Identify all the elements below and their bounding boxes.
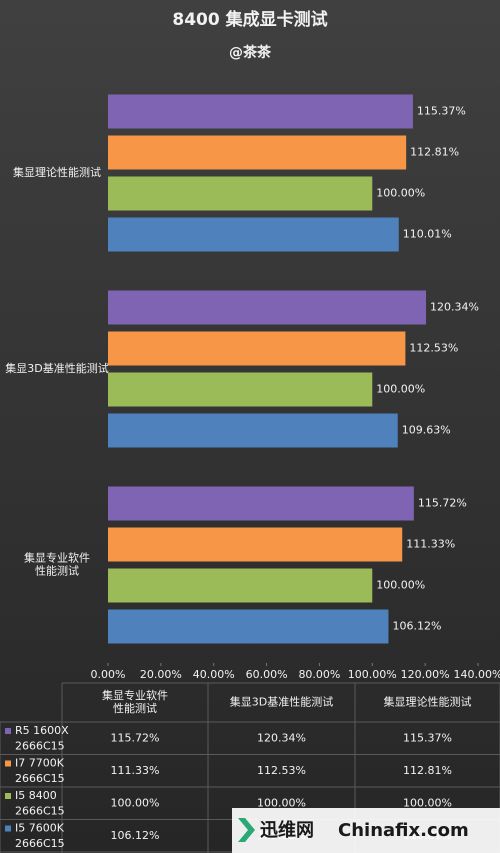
x-tick-label: 100.00% — [348, 668, 397, 681]
bar — [108, 217, 399, 252]
bar — [108, 331, 406, 366]
x-tick-label: 80.00% — [298, 668, 340, 681]
legend-swatch — [5, 793, 11, 799]
table-header: 集显理论性能测试 — [384, 695, 472, 709]
x-tick-label: 140.00% — [454, 668, 500, 681]
y-tick-label: 集显3D基准性能测试 — [5, 361, 108, 375]
legend-swatch — [5, 760, 11, 767]
data-label: 109.63% — [402, 424, 451, 437]
table-value: 120.34% — [257, 731, 306, 744]
data-label: 112.81% — [410, 146, 459, 159]
table-value: 100.00% — [257, 796, 306, 809]
table-value: 106.12% — [111, 829, 160, 842]
x-tick-label: 20.00% — [140, 668, 182, 681]
legend-label: R5 1600X 2666C15 — [15, 724, 72, 752]
data-label: 120.34% — [430, 301, 479, 314]
table-value: 100.00% — [403, 796, 452, 809]
bar — [108, 290, 427, 325]
table-value: 112.53% — [257, 764, 306, 777]
bar — [108, 486, 414, 521]
chart-subtitle: @茶茶 — [229, 44, 272, 61]
bar — [108, 568, 373, 603]
legend-swatch — [5, 728, 11, 734]
table-value: 111.33% — [111, 764, 160, 777]
watermark: 迅维网 — [260, 819, 314, 841]
bar — [108, 94, 413, 129]
table-header: 集显专业软件性能测试 — [102, 688, 168, 715]
bar — [108, 609, 389, 644]
bar — [108, 176, 373, 211]
data-label: 115.37% — [417, 105, 466, 118]
data-label: 115.72% — [418, 497, 467, 510]
bar — [108, 135, 407, 170]
y-tick-label: 集显理论性能测试 — [13, 165, 101, 179]
table-value: 115.72% — [111, 731, 160, 744]
data-label: 100.00% — [376, 187, 425, 200]
x-tick-label: 60.00% — [246, 668, 288, 681]
table-value: 100.00% — [111, 796, 160, 809]
data-label: 106.12% — [392, 620, 441, 633]
chart-title: 8400 集成显卡测试 — [172, 9, 327, 30]
data-label: 110.01% — [403, 228, 452, 241]
legend-label: I5 7600K 2666C15 — [15, 822, 67, 850]
x-tick-label: 40.00% — [193, 668, 235, 681]
data-label: 100.00% — [376, 383, 425, 396]
x-tick-label: 120.00% — [401, 668, 450, 681]
legend-label: I7 7700K 2666C15 — [15, 757, 67, 785]
table-value: 112.81% — [403, 764, 452, 777]
watermark-logo — [238, 818, 255, 842]
watermark-box — [232, 808, 500, 853]
legend-swatch — [5, 825, 11, 832]
data-label: 100.00% — [376, 579, 425, 592]
y-tick-label: 集显专业软件性能测试 — [24, 550, 90, 577]
legend-label: I5 8400 2666C15 — [15, 789, 65, 817]
x-tick-label: 0.00% — [91, 668, 126, 681]
data-label: 112.53% — [409, 342, 458, 355]
bar — [108, 372, 373, 407]
table-value: 115.37% — [403, 731, 452, 744]
bar — [108, 413, 398, 448]
bar — [108, 527, 403, 562]
table-header: 集显3D基准性能测试 — [230, 695, 333, 709]
data-label: 111.33% — [406, 538, 455, 551]
watermark: Chinafix.com — [338, 820, 469, 841]
